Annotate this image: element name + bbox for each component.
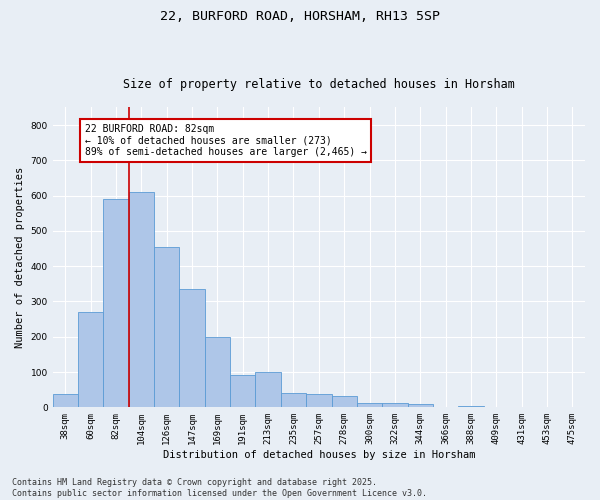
Bar <box>281 393 306 407</box>
Bar <box>230 375 256 408</box>
Bar <box>53 394 78 407</box>
Bar <box>103 199 129 408</box>
Text: 22 BURFORD ROAD: 82sqm
← 10% of detached houses are smaller (273)
89% of semi-de: 22 BURFORD ROAD: 82sqm ← 10% of detached… <box>85 124 367 157</box>
Bar <box>560 406 585 408</box>
Y-axis label: Number of detached properties: Number of detached properties <box>15 167 25 348</box>
Bar <box>458 406 484 408</box>
Title: Size of property relative to detached houses in Horsham: Size of property relative to detached ho… <box>123 78 515 91</box>
Bar <box>256 372 281 408</box>
Bar <box>332 396 357 407</box>
Bar <box>129 192 154 408</box>
Text: Contains HM Land Registry data © Crown copyright and database right 2025.
Contai: Contains HM Land Registry data © Crown c… <box>12 478 427 498</box>
Bar <box>407 404 433 407</box>
Bar <box>382 403 407 407</box>
Text: 22, BURFORD ROAD, HORSHAM, RH13 5SP: 22, BURFORD ROAD, HORSHAM, RH13 5SP <box>160 10 440 23</box>
Bar <box>154 247 179 408</box>
Bar <box>306 394 332 407</box>
Bar <box>205 337 230 407</box>
Bar <box>357 403 382 407</box>
Bar <box>179 289 205 408</box>
X-axis label: Distribution of detached houses by size in Horsham: Distribution of detached houses by size … <box>163 450 475 460</box>
Bar <box>78 312 103 408</box>
